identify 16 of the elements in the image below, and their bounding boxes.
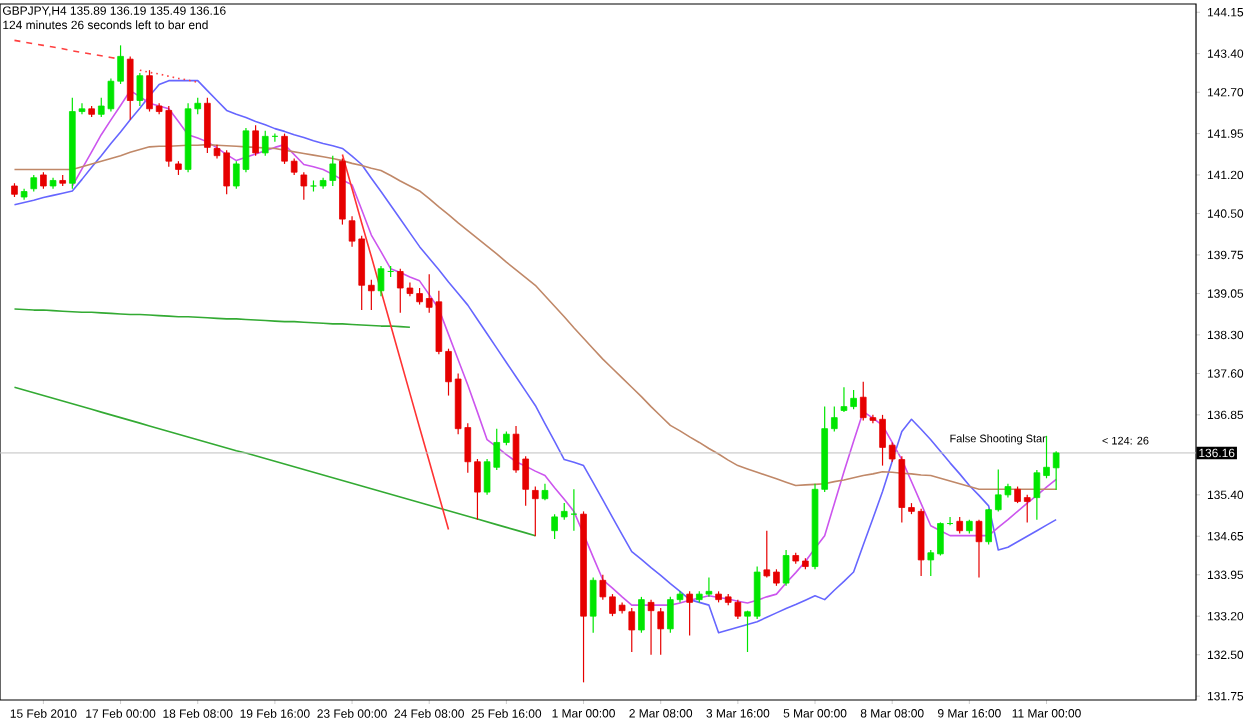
candlestick (204, 97, 211, 154)
candlestick (657, 607, 664, 656)
candlestick (975, 519, 983, 579)
candlestick (532, 485, 539, 537)
line-series (13, 308, 411, 328)
candlestick (300, 171, 308, 201)
candlestick (782, 549, 790, 587)
candlestick (252, 124, 259, 157)
line-series (139, 69, 199, 84)
candlestick (589, 576, 597, 634)
candlestick (628, 607, 636, 653)
candlestick (638, 596, 645, 634)
candlestick (136, 72, 144, 107)
candlestick (126, 55, 134, 121)
candlestick (647, 599, 655, 656)
candlestick (686, 590, 693, 637)
